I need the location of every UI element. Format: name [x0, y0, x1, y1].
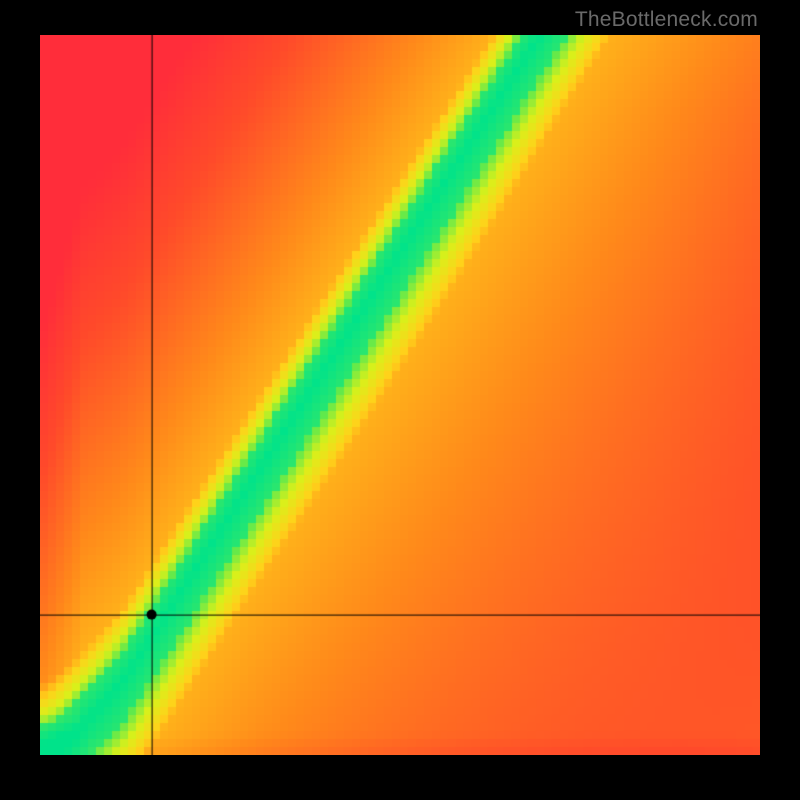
watermark-text: TheBottleneck.com: [575, 8, 758, 32]
bottleneck-heatmap: [40, 35, 760, 755]
root: TheBottleneck.com: [0, 0, 800, 800]
